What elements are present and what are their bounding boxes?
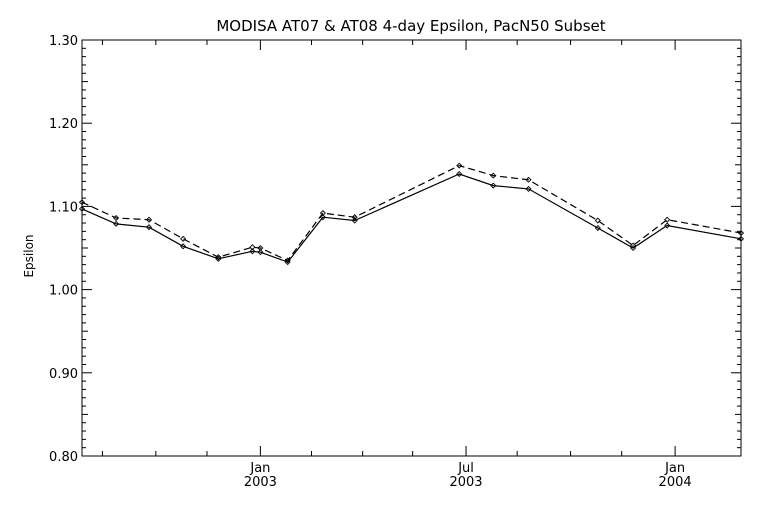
solid-series-point [78,205,86,212]
dashed-series-point [78,199,86,206]
dashed-series-point [145,216,153,223]
y-tick-label: 0.90 [49,367,78,382]
solid-series-point [525,185,532,192]
dashed-series-point [249,244,256,251]
dashed-series-point [594,217,601,224]
solid-series-point [490,182,497,189]
y-tick-label: 1.30 [49,34,78,49]
solid-series-point [145,224,153,231]
chart-title: MODISA AT07 & AT08 4-day Epsilon, PacN50… [216,17,605,35]
dashed-series-point [284,257,291,264]
plot-frame [81,39,742,457]
solid-series-point [630,244,637,252]
data-series [78,162,745,266]
series-dashed-line [81,164,742,262]
x-tick-label-year: 2004 [659,475,692,490]
dashed-series-point [180,235,187,242]
dashed-series-point [630,242,637,249]
solid-series-point [664,222,671,229]
x-tick-label-year: 2003 [449,475,482,490]
solid-series-point [249,248,256,255]
y-axis-label: Epsilon [22,234,36,277]
solid-series-point [456,170,463,177]
y-tick-label: 1.10 [49,200,78,215]
x-tick-label-month: Jan [249,461,270,476]
dashed-series-point [490,172,497,179]
solid-series-point [113,220,120,227]
x-tick-label-month: Jul [457,461,474,476]
axis-ticks [82,39,741,457]
solid-series-point [319,214,326,221]
y-tick-label: 0.80 [49,450,78,465]
dashed-series-point [319,210,326,217]
solid-series-point [737,235,745,242]
solid-series-point [180,243,187,250]
axis-tick-labels: 0.800.901.001.101.201.30Jan2003Jul2003Ja… [49,34,692,490]
y-tick-label: 1.00 [49,284,78,299]
dashed-series-point [113,215,120,222]
x-tick-label-month: Jan [664,461,685,476]
dashed-series-point [215,254,222,261]
dashed-series-point [456,162,463,169]
dashed-series-point [664,216,671,223]
dashed-series-point [525,176,532,183]
solid-series-point [257,249,264,256]
dashed-series-point [737,229,745,237]
solid-series-point [594,224,601,232]
y-tick-label: 1.20 [49,117,78,132]
dashed-series-point [351,214,358,221]
dashed-series-point [257,244,264,252]
series-solid-line [81,173,742,263]
x-tick-label-year: 2003 [244,475,277,490]
